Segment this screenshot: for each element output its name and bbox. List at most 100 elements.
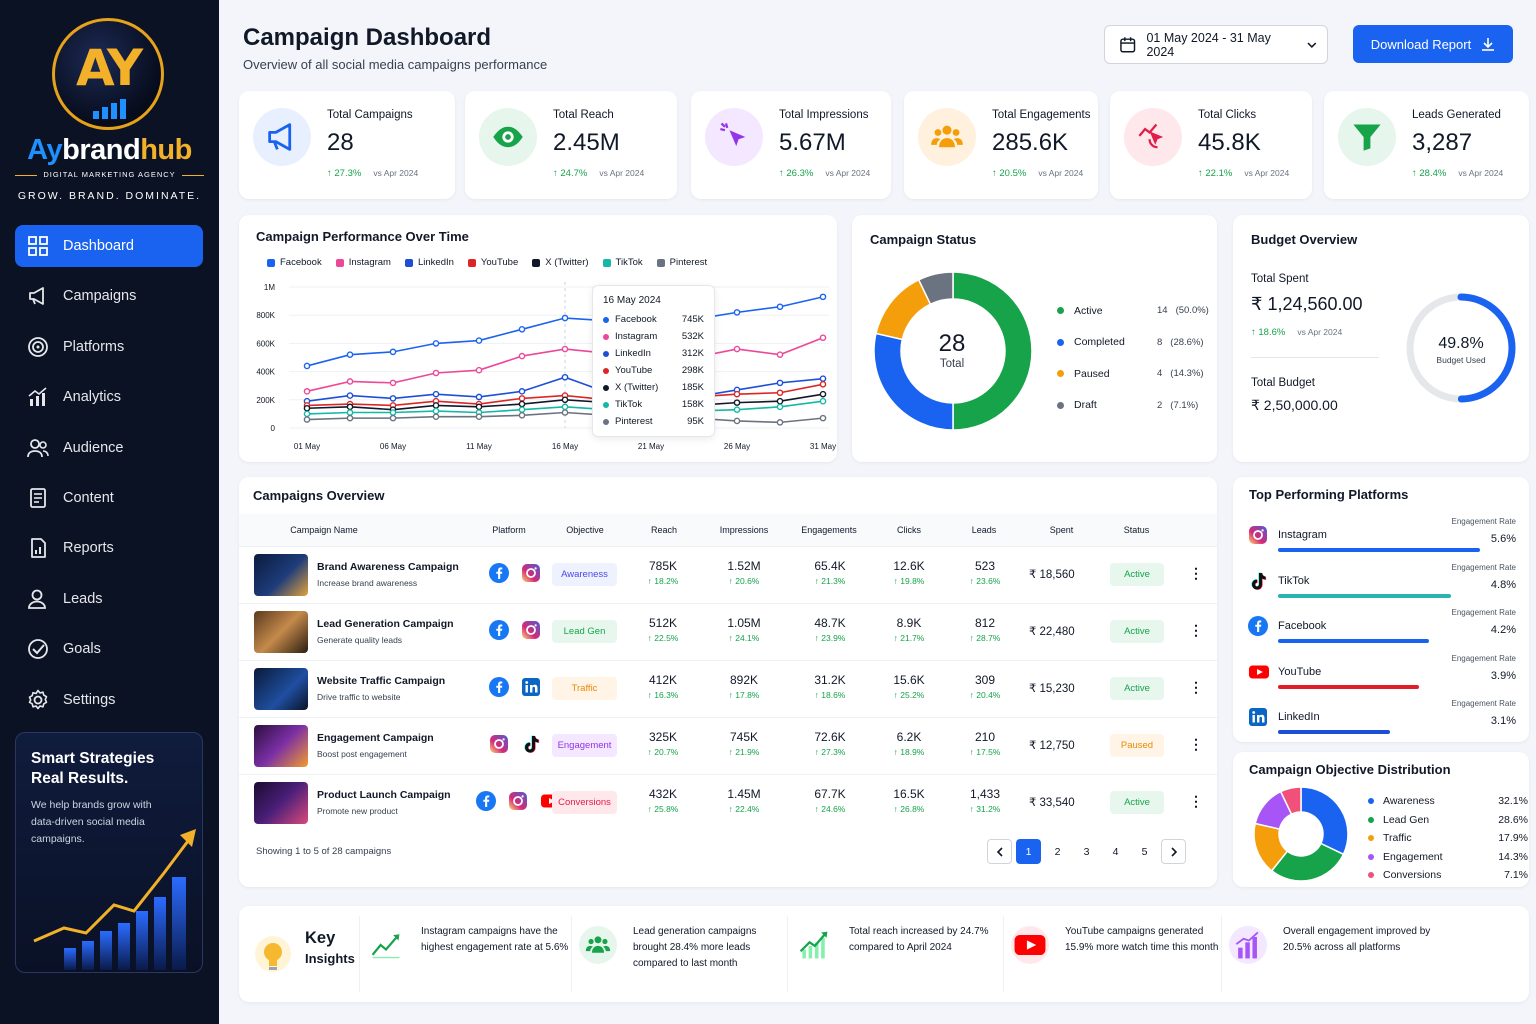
more-options-icon[interactable]: ⋮ bbox=[1189, 679, 1203, 695]
column-header[interactable]: Campaign Name bbox=[290, 525, 358, 535]
legend-item[interactable]: Pinterest bbox=[656, 257, 707, 268]
objective-name: Awareness bbox=[1383, 795, 1435, 808]
column-header[interactable]: Status bbox=[1123, 525, 1150, 535]
legend-item[interactable]: TikTok bbox=[602, 257, 643, 268]
legend-item[interactable]: Facebook bbox=[267, 257, 322, 268]
tooltip-row: YouTube 298K bbox=[603, 362, 704, 379]
column-header[interactable]: Engagements bbox=[801, 525, 857, 535]
logo: AY bbox=[52, 18, 164, 130]
data-point bbox=[561, 403, 569, 411]
sidebar-item-analytics[interactable]: Analytics bbox=[15, 376, 203, 418]
dashboard-icon bbox=[27, 235, 63, 257]
sidebar-item-campaigns[interactable]: Campaigns bbox=[15, 275, 203, 317]
data-point bbox=[776, 397, 784, 405]
date-range-picker[interactable]: 01 May 2024 - 31 May 2024 bbox=[1104, 25, 1328, 64]
table-row[interactable]: Website Traffic Campaign Drive traffic to… bbox=[239, 660, 1217, 717]
platform-row-instagram[interactable]: Instagram Engagement Rate 5.6% bbox=[1248, 517, 1516, 569]
campaign-name[interactable]: Website Traffic Campaign bbox=[317, 675, 446, 687]
performance-chart-title: Campaign Performance Over Time bbox=[256, 229, 469, 244]
insights-title-2: Insights bbox=[305, 951, 355, 966]
y-tick-label: 200K bbox=[256, 396, 275, 405]
analytics-icon bbox=[27, 386, 63, 408]
platform-row-linkedin[interactable]: LinkedIn Engagement Rate 3.1% bbox=[1248, 699, 1516, 751]
table-row[interactable]: Lead Generation Campaign Generate quality… bbox=[239, 603, 1217, 660]
page-button-1[interactable]: 1 bbox=[1016, 839, 1041, 864]
performance-line-chart[interactable]: 0 200K 400K 600K 800K 1M 01 May 06 May 11 May 16 … bbox=[239, 215, 837, 462]
objective-donut[interactable] bbox=[1251, 784, 1351, 884]
sidebar-item-dashboard[interactable]: Dashboard bbox=[15, 225, 203, 267]
kpi-card-total-impressions[interactable]: Total Impressions 5.67M ↑ 26.3% vs Apr 2024 bbox=[691, 91, 891, 199]
more-options-icon[interactable]: ⋮ bbox=[1189, 565, 1203, 581]
y-tick-label: 400K bbox=[256, 368, 275, 377]
sidebar-item-platforms[interactable]: Platforms bbox=[15, 326, 203, 368]
prev-page-button[interactable] bbox=[987, 839, 1012, 864]
kpi-card-total-campaigns[interactable]: Total Campaigns 28 ↑ 27.3% vs Apr 2024 bbox=[239, 91, 455, 199]
next-page-button[interactable] bbox=[1161, 839, 1186, 864]
budget-change: ↑ 18.6% vs Apr 2024 bbox=[1251, 327, 1343, 338]
platform-row-youtube[interactable]: YouTube Engagement Rate 3.9% bbox=[1248, 654, 1516, 706]
data-point bbox=[303, 416, 311, 423]
platform-row-facebook[interactable]: Facebook Engagement Rate 4.2% bbox=[1248, 608, 1516, 660]
metric-imp: 1.05M ↑ 24.1% bbox=[727, 616, 761, 643]
column-header[interactable]: Clicks bbox=[897, 525, 921, 535]
table-row[interactable]: Product Launch Campaign Promote new produ… bbox=[239, 774, 1217, 831]
column-header[interactable]: Leads bbox=[971, 525, 997, 535]
sidebar-item-leads[interactable]: Leads bbox=[15, 578, 203, 620]
objective-name: Traffic bbox=[1383, 832, 1412, 845]
kpi-card-total-engagements[interactable]: Total Engagements 285.6K ↑ 20.5% vs Apr 202… bbox=[904, 91, 1098, 199]
more-options-icon[interactable]: ⋮ bbox=[1189, 736, 1203, 752]
column-header[interactable]: Spent bbox=[1049, 525, 1074, 535]
metric-clicks: 6.2K ↑ 18.9% bbox=[893, 730, 925, 757]
sidebar-item-content[interactable]: Content bbox=[15, 477, 203, 519]
kpi-card-total-reach[interactable]: Total Reach 2.45M ↑ 24.7% vs Apr 2024 bbox=[465, 91, 677, 199]
more-options-icon[interactable]: ⋮ bbox=[1189, 622, 1203, 638]
column-header[interactable]: Platform bbox=[492, 525, 526, 535]
page-button-5[interactable]: 5 bbox=[1141, 845, 1148, 858]
platform-row-tiktok[interactable]: TikTok Engagement Rate 4.8% bbox=[1248, 563, 1516, 615]
page-button-4[interactable]: 4 bbox=[1112, 845, 1119, 858]
metric-imp: 1.52M ↑ 20.6% bbox=[727, 559, 761, 586]
x-tick-label: 06 May bbox=[380, 442, 406, 451]
status-name: Draft bbox=[1074, 399, 1097, 412]
group-icon bbox=[579, 926, 617, 964]
tiktok-icon bbox=[1248, 571, 1268, 591]
table-row[interactable]: Brand Awareness Campaign Increase brand a… bbox=[239, 546, 1217, 603]
legend-item[interactable]: LinkedIn bbox=[404, 257, 454, 268]
page-button-3[interactable]: 3 bbox=[1083, 845, 1090, 858]
campaign-name[interactable]: Lead Generation Campaign bbox=[317, 618, 454, 630]
campaign-name[interactable]: Product Launch Campaign bbox=[317, 789, 451, 801]
x-tick-label: 16 May bbox=[552, 442, 578, 451]
legend-label: YouTube bbox=[480, 257, 519, 268]
column-header[interactable]: Reach bbox=[650, 525, 677, 535]
sidebar-item-settings[interactable]: Settings bbox=[15, 679, 203, 721]
legend-item[interactable]: Instagram bbox=[335, 257, 391, 268]
column-header[interactable]: Impressions bbox=[719, 525, 769, 535]
legend-item[interactable]: X (Twitter) bbox=[532, 257, 589, 268]
column-header[interactable]: Objective bbox=[566, 525, 604, 535]
engagement-rate-label: Engagement Rate bbox=[1451, 653, 1517, 663]
kpi-card-total-clicks[interactable]: Total Clicks 45.8K ↑ 22.1% vs Apr 2024 bbox=[1110, 91, 1312, 199]
page-button-2[interactable]: 2 bbox=[1054, 845, 1061, 858]
campaign-desc: Promote new product bbox=[317, 806, 398, 816]
objective-swatch bbox=[1368, 816, 1374, 823]
total-spent-value: ₹ 1,24,560.00 bbox=[1251, 294, 1363, 314]
campaign-status-donut[interactable] bbox=[872, 270, 1052, 450]
legend-swatch bbox=[532, 258, 541, 267]
main-content: Campaign Dashboard Overview of all socia… bbox=[219, 0, 1536, 1024]
download-report-button[interactable]: Download Report bbox=[1353, 25, 1513, 63]
campaign-name[interactable]: Brand Awareness Campaign bbox=[317, 561, 459, 573]
kpi-card-leads-generated[interactable]: Leads Generated 3,287 ↑ 28.4% vs Apr 2024 bbox=[1324, 91, 1529, 199]
total-budget-value: ₹ 2,50,000.00 bbox=[1251, 397, 1338, 413]
legend-item[interactable]: YouTube bbox=[467, 257, 519, 268]
more-options-icon[interactable]: ⋮ bbox=[1189, 793, 1203, 809]
sidebar-item-label: Settings bbox=[63, 691, 116, 708]
sidebar-item-reports[interactable]: Reports bbox=[15, 527, 203, 569]
sidebar-item-audience[interactable]: Audience bbox=[15, 427, 203, 469]
insight-item: Total reach increased by 24.7% compared … bbox=[787, 906, 1005, 1016]
sidebar-item-goals[interactable]: Goals bbox=[15, 628, 203, 670]
table-row[interactable]: Engagement Campaign Boost post engagement… bbox=[239, 717, 1217, 774]
slice-awareness bbox=[1300, 786, 1349, 856]
campaign-name[interactable]: Engagement Campaign bbox=[317, 732, 434, 744]
status-count: 8 (28.6%) bbox=[1157, 336, 1204, 348]
data-point bbox=[303, 410, 311, 418]
